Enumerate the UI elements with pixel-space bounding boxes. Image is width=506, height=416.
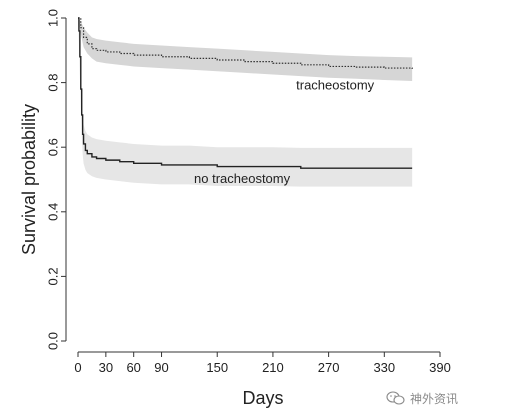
y-tick-label: 0.6 xyxy=(45,138,60,156)
no-tracheostomy-confidence-band xyxy=(78,18,413,187)
axes: 0 30 60 90 150 210 270 330 390 0.0 0.2 0.4 0.6 0.8 1.0… xyxy=(19,9,451,408)
x-tick-label: 30 xyxy=(99,360,113,375)
x-tick-label: 150 xyxy=(206,360,228,375)
x-axis-title: Days xyxy=(242,388,283,408)
y-tick-label: 0.2 xyxy=(45,267,60,285)
x-tick-label: 390 xyxy=(429,360,451,375)
tracheostomy-confidence-band xyxy=(78,18,413,81)
annotations: tracheostomy no tracheostomy xyxy=(194,77,375,186)
y-tick-label: 1.0 xyxy=(45,9,60,27)
y-axis-title: Survival probability xyxy=(19,104,39,255)
wechat-icon xyxy=(386,391,405,405)
no-tracheostomy-curve xyxy=(78,17,413,169)
watermark: 神外资讯 xyxy=(386,387,458,409)
x-tick-label: 270 xyxy=(318,360,340,375)
y-tick-label: 0.8 xyxy=(45,74,60,92)
y-tick-label: 0.0 xyxy=(45,332,60,350)
series-annotation: no tracheostomy xyxy=(194,171,291,186)
watermark-text: 神外资讯 xyxy=(410,391,459,406)
series-annotation: tracheostomy xyxy=(296,77,375,92)
x-tick-label: 90 xyxy=(154,360,168,375)
x-tick-label: 0 xyxy=(74,360,81,375)
survival-curves xyxy=(78,17,413,169)
y-tick-label: 0.4 xyxy=(45,203,60,221)
x-tick-label: 60 xyxy=(126,360,140,375)
x-tick-label: 330 xyxy=(373,360,395,375)
x-tick-label: 210 xyxy=(262,360,284,375)
